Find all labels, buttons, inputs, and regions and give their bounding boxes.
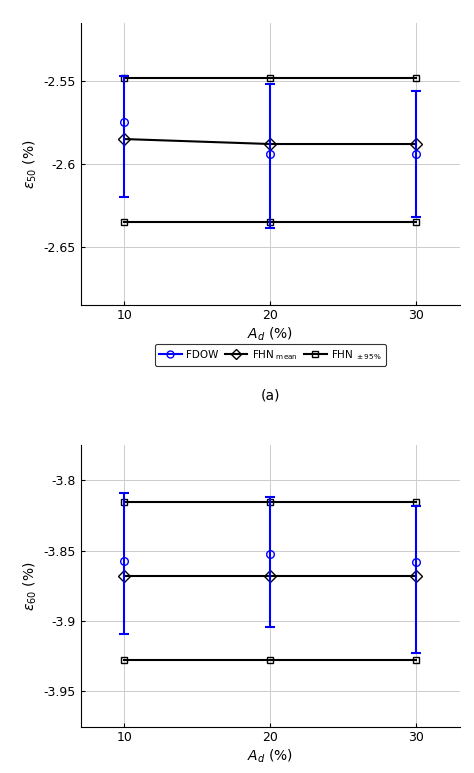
X-axis label: $A_{d}$ (%): $A_{d}$ (%)	[247, 747, 293, 764]
Y-axis label: $\varepsilon_{60}$ (%): $\varepsilon_{60}$ (%)	[22, 561, 39, 611]
Y-axis label: $\varepsilon_{50}$ (%): $\varepsilon_{50}$ (%)	[22, 139, 39, 189]
Text: (a): (a)	[260, 389, 280, 403]
Legend: FDOW, FHN$_{\mathregular{\ mean}}$, FHN$_{\mathregular{\ \pm95\%}}$: FDOW, FHN$_{\mathregular{\ mean}}$, FHN$…	[155, 343, 386, 366]
X-axis label: $A_{d}$ (%): $A_{d}$ (%)	[247, 325, 293, 342]
